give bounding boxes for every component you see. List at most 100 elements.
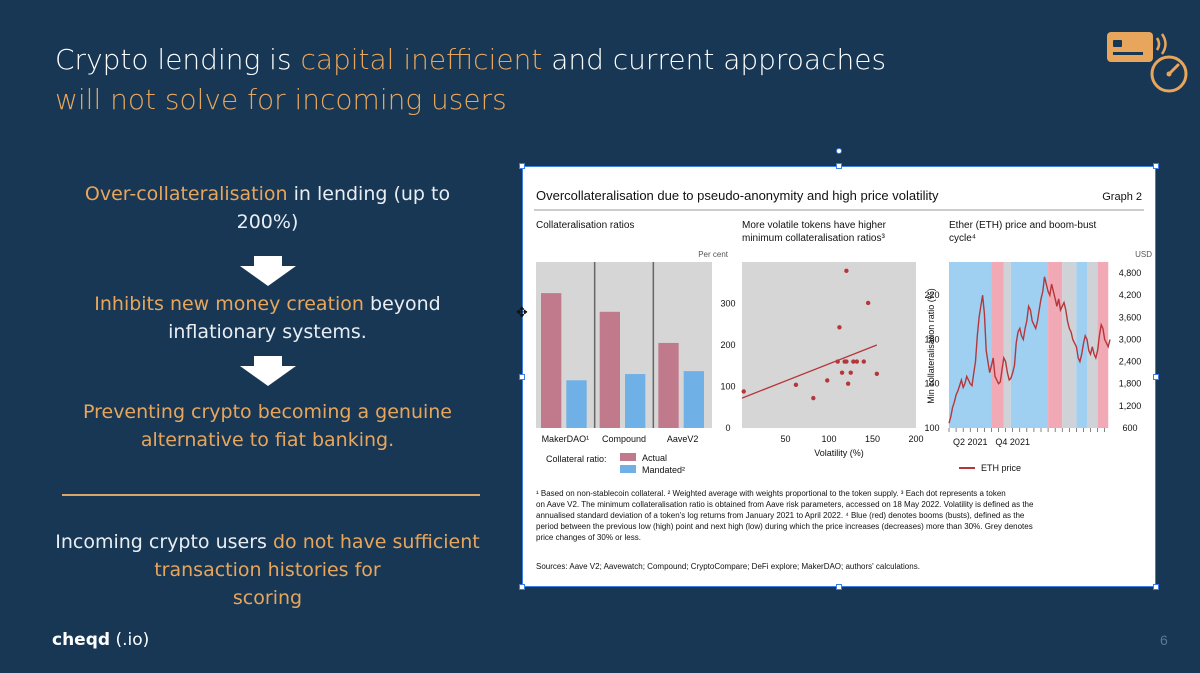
scatter-point	[825, 378, 830, 383]
scatter-point	[835, 359, 840, 364]
scatter-point	[851, 359, 856, 364]
panel1-background	[536, 262, 712, 428]
brand: cheqd (.io)	[52, 630, 149, 650]
footnote-line: annualised standard deviation of a token…	[536, 511, 1025, 520]
resize-handle[interactable]	[519, 163, 525, 169]
y-tick-label: 3,600	[1119, 312, 1142, 322]
category-label: MakerDAO¹	[542, 434, 590, 444]
credit-card-speedometer-icon	[1107, 32, 1188, 93]
title-part: Crypto lending is	[55, 43, 301, 76]
bar-mandated	[683, 371, 704, 428]
scatter-point	[844, 268, 849, 274]
regime-band-bust	[991, 262, 1004, 428]
scatter-point	[811, 395, 816, 401]
regime-band-boom	[1010, 262, 1049, 428]
brand-name: cheqd	[52, 630, 111, 650]
legend-swatch	[620, 453, 636, 461]
y-tick-label: 4,800	[1119, 268, 1142, 278]
panel1-ylabel: Per cent	[698, 250, 729, 259]
rotate-handle[interactable]	[836, 148, 842, 154]
figure-footnotes: ¹ Based on non-stablecoin collateral. ² …	[536, 489, 1034, 542]
scatter-point	[844, 359, 849, 364]
y-tick-label: 140	[924, 379, 939, 389]
resize-handle[interactable]	[519, 374, 525, 380]
resize-handle[interactable]	[1153, 584, 1159, 590]
x-tick-label: 200	[908, 434, 923, 444]
regime-band-boom	[1076, 262, 1087, 428]
y-tick-label: 180	[924, 334, 939, 344]
resize-handle[interactable]	[1153, 163, 1159, 169]
footnote-line: period between the previous low (high) p…	[536, 522, 1033, 531]
point-text: Incoming crypto users	[55, 531, 273, 553]
panel3-ylabel: USD	[1135, 250, 1152, 259]
y-tick-label: 100	[720, 382, 735, 392]
resize-handle[interactable]	[519, 584, 525, 590]
scatter-point	[741, 389, 746, 394]
category-label: Compound	[602, 434, 646, 444]
eth-price-line	[948, 276, 1111, 424]
point-accent: Preventing crypto becoming a genuine alt…	[82, 401, 452, 451]
figure-title: Overcollateralisation due to pseudo-anon…	[536, 188, 939, 203]
regime-band-bust	[1048, 262, 1063, 428]
y-tick-label: 100	[924, 423, 939, 433]
speedometer-icon	[1150, 55, 1188, 93]
regime-band-flat	[1003, 262, 1011, 428]
y-tick-label: 220	[924, 290, 939, 300]
point-text: beyond inflationary systems.	[168, 293, 441, 343]
footnote-line: price changes of 30% or less.	[536, 533, 641, 542]
y-tick-label: 1,200	[1119, 401, 1142, 411]
legend-label: ETH price	[981, 463, 1021, 473]
x-tick-label: Q4 2021	[995, 437, 1030, 447]
point-over-collateralisation: Over-collateralisation in lending (up to…	[55, 180, 480, 236]
move-cursor-icon: ✥	[516, 304, 528, 320]
regime-band-bust	[1097, 262, 1109, 428]
title-part: and current approaches	[542, 43, 887, 76]
y-tick-label: 3,000	[1119, 334, 1142, 344]
title-accent: capital inefficient	[300, 43, 543, 76]
y-tick-label: 300	[720, 299, 735, 309]
figure-graph-label: Graph 2	[1102, 191, 1142, 203]
y-tick-label: 1,800	[1119, 379, 1142, 389]
regime-band-boom	[949, 262, 992, 428]
legend-label: Mandated²	[642, 465, 685, 475]
legend-title: Collateral ratio:	[546, 454, 607, 464]
point-text: in lending (up to 200%)	[236, 183, 451, 233]
bar-actual	[599, 311, 620, 428]
x-tick-label: 150	[865, 434, 880, 444]
resize-handle[interactable]	[836, 163, 842, 169]
brand-suffix: (.io)	[115, 630, 150, 650]
regime-band-flat	[1062, 262, 1077, 428]
bar-mandated	[566, 380, 587, 428]
title-line-2: will not solve for incoming users	[55, 83, 507, 116]
slide-title: Crypto lending is capital inefficient an…	[55, 40, 955, 120]
resize-handle[interactable]	[836, 584, 842, 590]
point-fiat-alternative: Preventing crypto becoming a genuine alt…	[55, 398, 480, 454]
panel2-background	[742, 262, 916, 428]
bar-actual	[658, 342, 679, 428]
line-chart-panel: 600 1,200 1,800 2,400 3,000 3,600 4,200 4,800 Q2…	[948, 262, 1142, 473]
panel1-title: Collateralisation ratios	[536, 220, 634, 231]
y-tick-label: 4,200	[1119, 290, 1142, 300]
category-label: AaveV2	[667, 434, 699, 444]
point-money-creation: Inhibits new money creation beyond infla…	[55, 290, 480, 346]
figure-graph-2[interactable]: Overcollateralisation due to pseudo-anon…	[522, 166, 1156, 587]
figure-canvas: Overcollateralisation due to pseudo-anon…	[534, 188, 1152, 571]
scatter-point	[865, 300, 871, 306]
legend-label: Actual	[642, 453, 667, 463]
point-accent: do not have sufficient transaction histo…	[154, 531, 480, 581]
down-arrow-icon	[240, 256, 296, 286]
y-axis-label: Min collateralisation ratio (%)	[926, 288, 936, 404]
point-accent: Inhibits new money creation	[94, 293, 364, 315]
footnote-line: on Aave V2. The minimum collateralisatio…	[536, 500, 1034, 509]
divider-line	[62, 494, 480, 496]
scatter-point	[848, 370, 853, 375]
y-tick-label: 2,400	[1119, 357, 1142, 367]
x-tick-label: Q2 2021	[953, 437, 988, 447]
panel3-title: Ether (ETH) price and boom-bust	[949, 220, 1097, 231]
resize-handle[interactable]	[1153, 374, 1159, 380]
credit-card-icon	[1107, 32, 1167, 62]
point-transaction-histories: Incoming crypto users do not have suffic…	[55, 528, 480, 612]
point-accent: scoring	[232, 587, 303, 609]
